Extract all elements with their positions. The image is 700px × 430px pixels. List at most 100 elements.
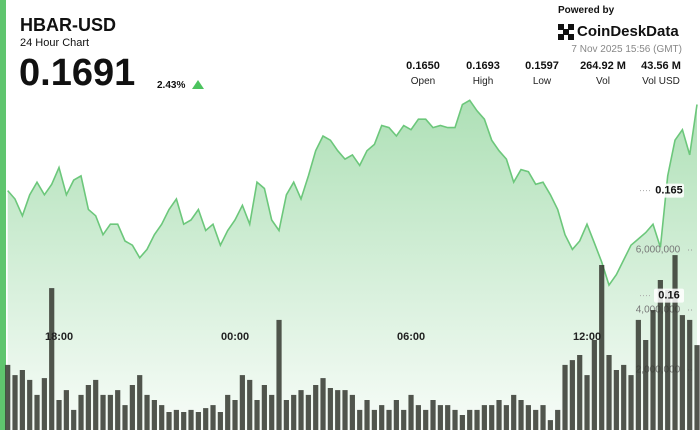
volume-bar [100, 394, 106, 430]
stat: 43.56 M Vol USD [631, 60, 691, 87]
volume-bar [621, 364, 627, 430]
volume-bar [503, 405, 509, 430]
volume-bar [386, 409, 392, 430]
volume-bar [525, 405, 531, 430]
volume-bar [665, 289, 671, 430]
price: 0.1691 [19, 52, 136, 94]
volume-bar [408, 394, 414, 430]
volume-bar [496, 400, 502, 430]
volume-bar [657, 280, 663, 430]
volume-bar [423, 409, 429, 430]
volume-bar [115, 390, 121, 430]
stat: 264.92 M Vol [573, 60, 633, 87]
volume-bar [19, 370, 25, 430]
volume-bar [481, 405, 487, 430]
volume-bar [291, 394, 297, 430]
stat: 0.1693 High [453, 60, 513, 87]
volume-bar [313, 385, 319, 430]
volume-bar [606, 355, 612, 430]
volume-bar [445, 405, 451, 430]
volume-bar [569, 360, 575, 430]
volume-bar [342, 390, 348, 430]
volume-bar [269, 394, 275, 430]
accent-stripe [0, 0, 6, 430]
volume-bar [137, 375, 143, 430]
volume-bar [591, 340, 597, 430]
stat: 0.1597 Low [512, 60, 572, 87]
volume-bar [276, 319, 282, 430]
y-tick-bg [654, 288, 684, 303]
volume-bar [437, 405, 443, 430]
volume-bar [511, 394, 517, 430]
stat-value: 0.1650 [406, 60, 440, 72]
volume-bar [93, 379, 99, 430]
volume-bar [166, 412, 172, 430]
volume-bar [173, 409, 179, 430]
volume-bar [349, 394, 355, 430]
volume-bar [489, 405, 495, 430]
volume-bar [694, 345, 700, 430]
volume-bar [298, 390, 304, 430]
volume-bar [452, 409, 458, 430]
powered-by: Powered by [558, 5, 615, 16]
volume-bar [188, 409, 194, 430]
volume-bar [254, 400, 260, 430]
volume-bar [547, 420, 553, 430]
stat-label: Open [410, 76, 436, 87]
volume-bar [357, 409, 363, 430]
volume-bar [85, 385, 91, 430]
stat-value: 0.1693 [466, 60, 500, 72]
y2-tick-label: 6,000,000 [636, 245, 681, 256]
volume-bar [217, 412, 223, 430]
brand-logo [558, 24, 574, 40]
stat-label: Low [532, 76, 552, 87]
volume-bar [181, 412, 187, 430]
volume-bar [371, 409, 377, 430]
price-line [7, 99, 698, 287]
y-tick-label: 0.165 [655, 185, 683, 197]
volume-bar [239, 375, 245, 430]
volume-bar [650, 310, 656, 430]
volume-bar [71, 409, 77, 430]
x-tick-label: 12:00 [573, 331, 601, 343]
volume-bar [401, 409, 407, 430]
y-tick-bg [654, 183, 684, 198]
volume-bar [327, 388, 333, 430]
stat-value: 43.56 M [641, 60, 681, 72]
stat-label: Vol USD [642, 76, 680, 87]
volume-bar [415, 405, 421, 430]
volume-bar [643, 340, 649, 430]
stat-value: 0.1597 [525, 60, 559, 72]
y-tick-label: 0.16 [658, 290, 679, 302]
x-tick-label: 00:00 [221, 331, 249, 343]
volume-bar [63, 390, 69, 430]
volume-bar [393, 400, 399, 430]
volume-bar [232, 400, 238, 430]
volume-bar [555, 409, 561, 430]
volume-bar [144, 394, 150, 430]
volume-bar [518, 400, 524, 430]
volume-bar [27, 379, 33, 430]
volume-bar [56, 400, 62, 430]
volume-bar [584, 375, 590, 430]
stat: 0.1650 Open [393, 60, 453, 87]
brand: CoinDeskData [577, 23, 679, 40]
price-area [7, 100, 697, 430]
volume-bar [49, 288, 55, 430]
volume-bar [107, 394, 113, 430]
volume-bar [364, 400, 370, 430]
volume-bar [540, 405, 546, 430]
volume-bar [34, 394, 40, 430]
volume-bar [261, 385, 267, 430]
volume-bar [305, 394, 311, 430]
volume-bar [467, 409, 473, 430]
volume-bar [41, 378, 47, 430]
stat-label: Vol [596, 76, 610, 87]
volume-bar [129, 385, 135, 430]
stat-label: High [472, 76, 494, 87]
volume-bar [210, 405, 216, 430]
volume-bar [203, 408, 209, 430]
symbol: HBAR-USD [20, 15, 116, 35]
volume-bar [195, 412, 201, 430]
volume-bar [159, 405, 165, 430]
